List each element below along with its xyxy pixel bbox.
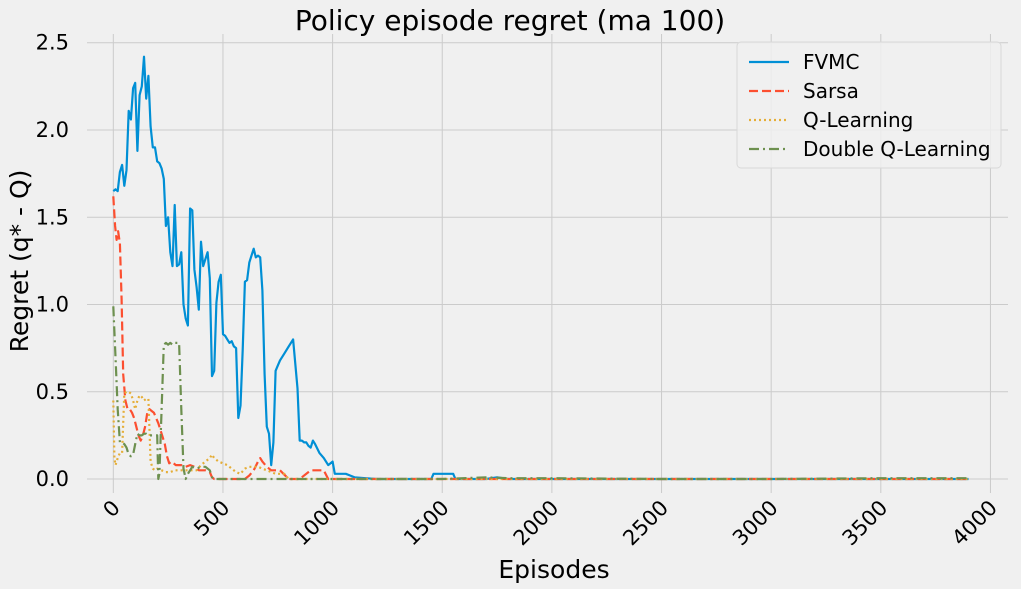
y-tick-label: 0.5 (36, 380, 69, 404)
y-tick-label: 2.5 (36, 31, 69, 55)
y-axis-label: Regret (q* - Q) (5, 170, 34, 353)
series-layer (112, 55, 969, 481)
chart-title: Policy episode regret (ma 100) (295, 4, 725, 37)
legend: FVMC Sarsa Q-Learning Double Q-Learning (736, 41, 1002, 169)
legend-label: FVMC (803, 50, 859, 74)
series-line-q-learning (112, 390, 969, 481)
legend-label: Q-Learning (803, 108, 913, 132)
x-axis-label: Episodes (498, 555, 609, 584)
legend-box (736, 41, 1002, 169)
y-tick-label: 1.5 (36, 205, 69, 229)
y-tick-labels: 0.0 0.5 1.0 1.5 2.0 2.5 (36, 31, 69, 491)
y-tick-label: 0.0 (36, 467, 69, 491)
legend-label: Double Q-Learning (803, 137, 991, 161)
series-line-double-q-learning (112, 306, 969, 481)
series-line-sarsa (112, 196, 969, 481)
y-tick-label: 2.0 (36, 118, 69, 142)
y-tick-label: 1.0 (36, 293, 69, 317)
legend-label: Sarsa (803, 79, 859, 103)
series-line-fvmc (112, 55, 969, 481)
